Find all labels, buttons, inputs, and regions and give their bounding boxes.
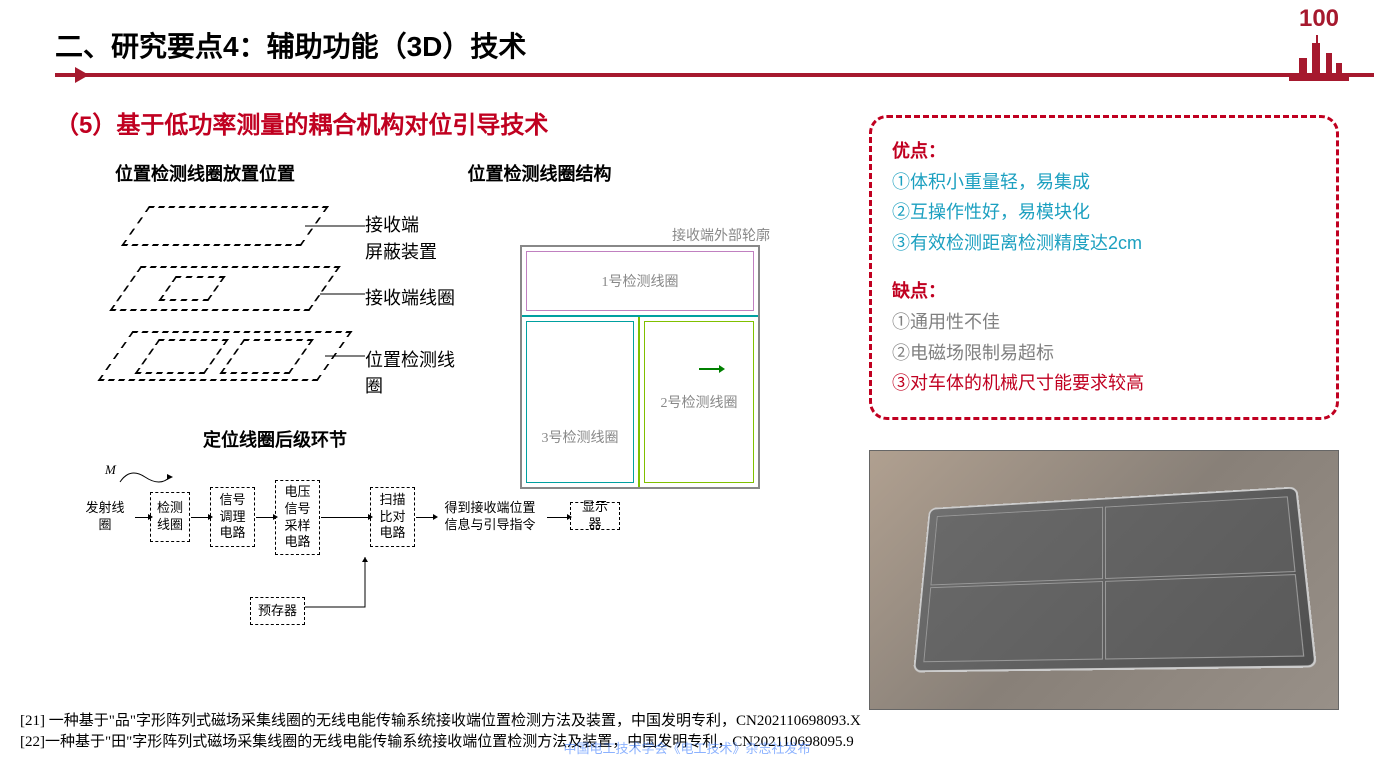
leader-line-2 (320, 289, 365, 299)
layer-label-1b: 屏蔽装置 (365, 238, 437, 264)
layer-diagram-title: 位置检测线圈放置位置 (75, 160, 335, 186)
layer-bottom-inner2 (219, 339, 314, 374)
pbox-detect: 检测 线圈 (150, 492, 190, 542)
photo-plate (913, 486, 1317, 672)
arrow-3 (256, 517, 273, 518)
pbox-display: 显示器 (570, 502, 620, 530)
pbox-emit: 发射线圈 (75, 502, 135, 532)
main-title: 二、研究要点4：辅助功能（3D）技术 (55, 25, 1374, 65)
advantage-box: 优点： ①体积小重量轻，易集成 ②互操作性好，易模块化 ③有效检测距离检测精度达… (869, 115, 1339, 420)
layer-bottom-inner1 (134, 339, 229, 374)
layer-label-3: 位置检测线圈 (365, 346, 455, 398)
coil-structure-title: 位置检测线圈结构 (439, 160, 639, 186)
pbox-scan: 扫描 比对 电路 (370, 487, 415, 547)
slide-header: 二、研究要点4：辅助功能（3D）技术 100 (0, 0, 1374, 85)
adv-item-3: ③有效检测距离检测精度达2cm (892, 228, 1316, 259)
layer-bottom (97, 331, 352, 381)
logo-area: 100 (1274, 5, 1364, 100)
ref-21: [21] 一种基于"品"字形阵列式磁场采集线圈的无线电能传输系统接收端位置检测方… (20, 711, 861, 732)
leader-line-3 (325, 351, 365, 361)
layer-middle (109, 266, 341, 311)
divider-line (55, 73, 1374, 77)
pbox-info: 得到接收端位置 信息与引导指令 (435, 497, 545, 537)
watermark: 中国电工技术学会《电工技术》杂志社发布 (563, 738, 810, 757)
arrow-1 (135, 517, 148, 518)
plate-cell (923, 581, 1103, 662)
advantages-title: 优点： (892, 136, 1316, 167)
coil-1: 1号检测线圈 (522, 247, 758, 317)
arrow-2 (191, 517, 208, 518)
coil-3: 3号检测线圈 (522, 317, 640, 487)
plate-cell (1105, 496, 1296, 579)
layer-label-2: 接收端线圈 (365, 284, 455, 310)
anniversary-logo: 100 (1274, 5, 1364, 33)
arrow-6 (547, 517, 567, 518)
arrow-5 (416, 517, 433, 518)
layer-diagram: 接收端 屏蔽装置 接收端线圈 位置检测线圈 (75, 196, 455, 396)
coil-box: 1号检测线圈 3号检测线圈 2号检测线圈 (520, 245, 760, 489)
layer-label-1a: 接收端 (365, 211, 419, 237)
coil-bottom-row: 3号检测线圈 2号检测线圈 (522, 317, 758, 487)
layer-middle-inner (158, 276, 226, 301)
arrow-4 (321, 517, 368, 518)
green-arrow-icon (699, 368, 719, 370)
layer-top (121, 206, 329, 246)
divider-triangle (75, 67, 89, 83)
outline-label: 接收端外部轮廓 (520, 225, 780, 245)
adv-item-2: ②互操作性好，易模块化 (892, 197, 1316, 228)
dis-item-3: ③对车体的机械尺寸能要求较高 (892, 368, 1316, 399)
right-column: 优点： ①体积小重量轻，易集成 ②互操作性好，易模块化 ③有效检测距离检测精度达… (869, 115, 1339, 710)
pbox-prestore: 预存器 (250, 597, 305, 625)
diagram-titles-row: 位置检测线圈放置位置 位置检测线圈结构 (75, 160, 670, 196)
building-logo-icon (1284, 33, 1354, 83)
coil-2: 2号检测线圈 (640, 317, 758, 487)
leader-line-1 (305, 221, 365, 231)
process-title: 定位线圈后级环节 (75, 426, 475, 452)
plate-cell (930, 506, 1103, 585)
device-photo (869, 450, 1339, 710)
dis-item-2: ②电磁场限制易超标 (892, 338, 1316, 369)
arrow-prestore (305, 557, 395, 612)
disadvantages-title: 缺点： (892, 276, 1316, 307)
pbox-voltage: 电压 信号 采样 电路 (275, 480, 320, 555)
pbox-signal: 信号 调理 电路 (210, 487, 255, 547)
coil-structure-diagram: 接收端外部轮廓 1号检测线圈 3号检测线圈 2号检测线圈 (520, 225, 780, 489)
dis-item-1: ①通用性不佳 (892, 307, 1316, 338)
plate-cell (1105, 574, 1304, 660)
adv-item-1: ①体积小重量轻，易集成 (892, 167, 1316, 198)
